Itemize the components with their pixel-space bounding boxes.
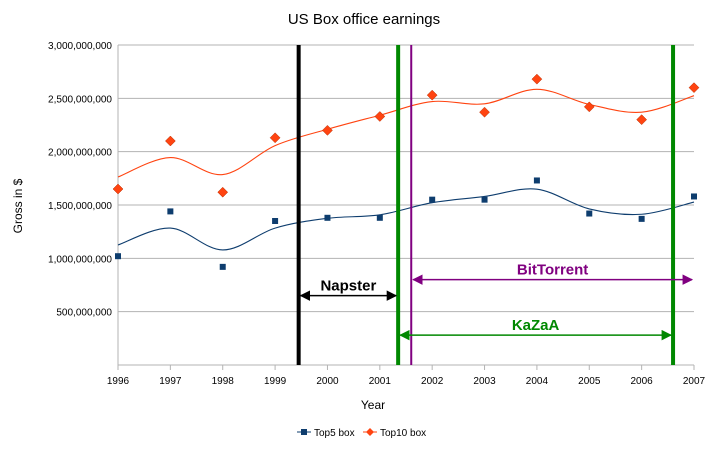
top5-point: [272, 218, 279, 224]
x-tick-label: 2000: [316, 376, 339, 387]
kazaa-label: KaZaA: [512, 317, 560, 334]
top5-point: [586, 210, 593, 217]
top10-point: [112, 183, 124, 195]
top10-point: [426, 89, 438, 101]
x-tick-label: 2003: [473, 376, 496, 387]
x-axis-title: Year: [361, 398, 385, 412]
top5-point: [691, 193, 697, 200]
y-tick-label: 3,000,000,000: [48, 41, 112, 52]
bittorrent-label: BitTorrent: [517, 262, 588, 279]
y-tick-label: 2,000,000,000: [48, 148, 112, 159]
top5-trend-line: [117, 188, 695, 251]
top5-point: [376, 214, 383, 221]
top10-point: [583, 101, 595, 113]
x-tick-label: 2002: [421, 376, 444, 387]
legend-top5-swatch: [301, 429, 307, 435]
legend-top10-label: Top10 box: [380, 428, 426, 439]
top5-point: [533, 177, 540, 184]
x-tick-label: 1998: [212, 376, 235, 387]
top10-point: [374, 111, 386, 122]
x-tick-label: 1996: [107, 376, 130, 387]
y-tick-label: 1,500,000,000: [48, 201, 112, 212]
y-tick-label: 500,000,000: [56, 308, 112, 319]
y-axis-title: Gross in $: [11, 178, 25, 233]
top5-point: [167, 208, 174, 215]
top5-point: [429, 196, 436, 203]
top10-trend-line: [117, 88, 695, 178]
top10-point: [531, 73, 543, 85]
x-tick-label: 2004: [526, 376, 549, 387]
top5-point: [115, 253, 121, 260]
x-tick-label: 2007: [683, 376, 706, 387]
top10-point: [217, 186, 229, 198]
top10-point: [165, 135, 176, 147]
legend-top5-label: Top5 box: [314, 428, 355, 439]
top10-point: [688, 82, 700, 94]
x-tick-label: 1997: [159, 376, 182, 387]
y-tick-label: 2,500,000,000: [48, 94, 112, 105]
top10-point: [636, 114, 647, 126]
top10-point: [479, 106, 490, 118]
x-tick-label: 2001: [369, 376, 392, 387]
x-tick-label: 2005: [578, 376, 601, 387]
x-tick-label: 1999: [264, 376, 287, 387]
chart-title: US Box office earnings: [288, 11, 440, 28]
napster-label: Napster: [320, 278, 376, 295]
top5-point: [481, 196, 488, 203]
top5-point: [324, 214, 331, 221]
top5-point: [638, 215, 645, 222]
legend-top10-swatch: [366, 428, 374, 436]
top10-point: [269, 132, 281, 144]
y-tick-label: 1,000,000,000: [48, 254, 112, 265]
x-tick-label: 2006: [631, 376, 654, 387]
top5-point: [219, 263, 226, 270]
top10-point: [322, 124, 333, 136]
